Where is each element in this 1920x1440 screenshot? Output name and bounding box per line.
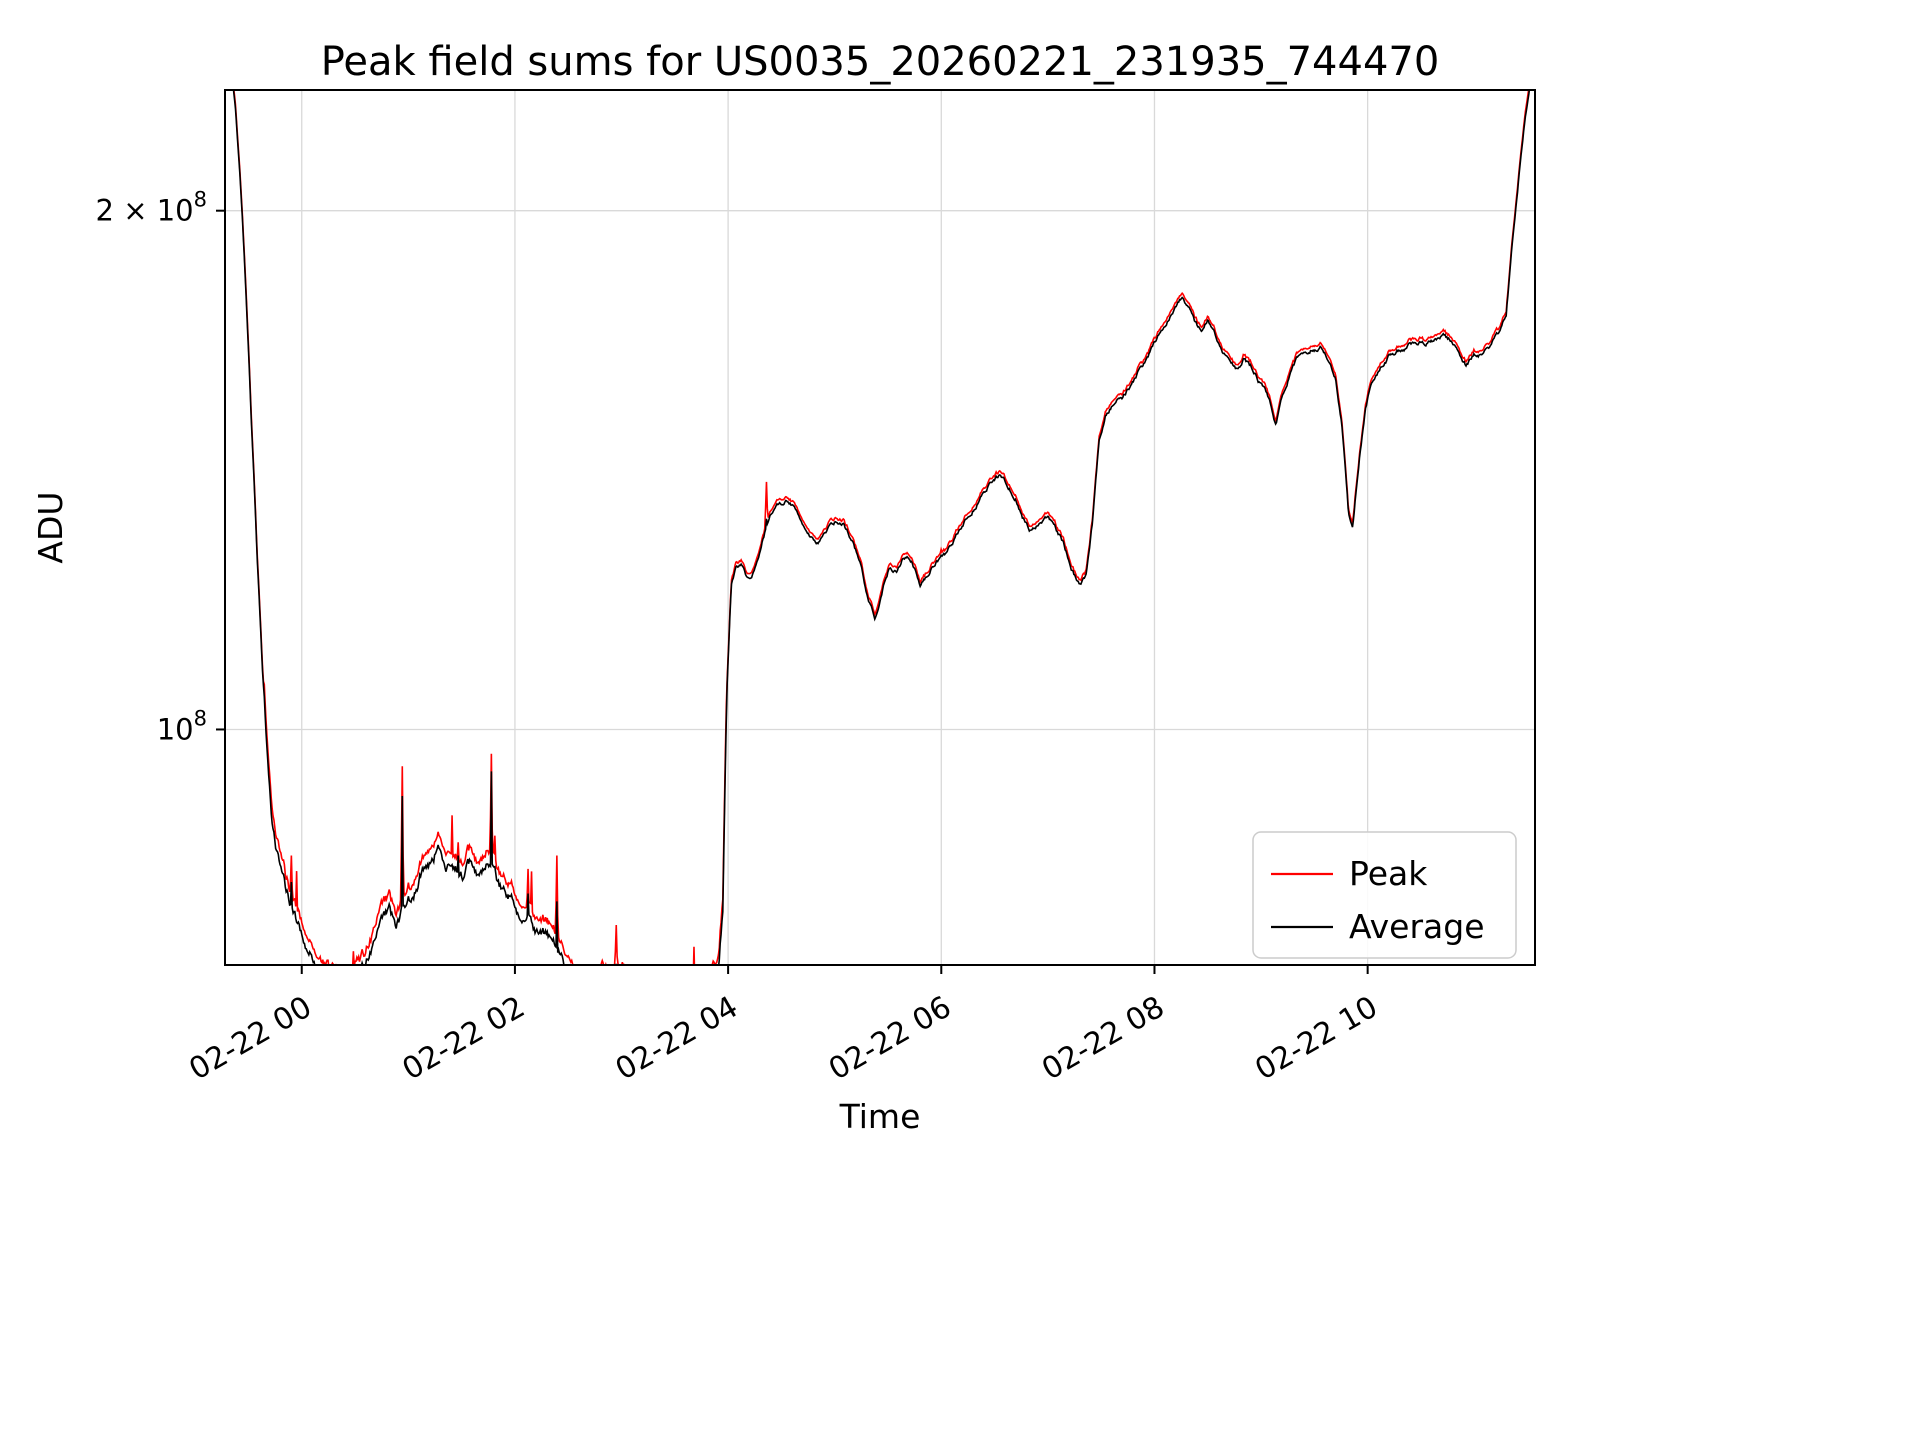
y-tick-label: 108	[157, 706, 207, 746]
chart-title: Peak field sums for US0035_20260221_2319…	[321, 39, 1440, 85]
y-tick-label: 2 × 108	[96, 188, 207, 228]
average-line	[232, 90, 1531, 965]
legend-entry-average: Average	[1271, 907, 1485, 946]
axes-spines	[224, 89, 1536, 966]
legend-label-peak: Peak	[1349, 854, 1428, 893]
ticks	[216, 209, 1369, 974]
plot-area	[225, 90, 1535, 965]
grid	[225, 90, 1535, 965]
legend: Peak Average	[1252, 831, 1517, 959]
series-group	[232, 90, 1531, 965]
y-axis-label: ADU	[31, 491, 70, 563]
legend-entry-peak: Peak	[1271, 854, 1428, 893]
peak-line	[233, 90, 1530, 965]
legend-label-average: Average	[1349, 907, 1485, 946]
x-axis-label: Time	[839, 1097, 921, 1136]
